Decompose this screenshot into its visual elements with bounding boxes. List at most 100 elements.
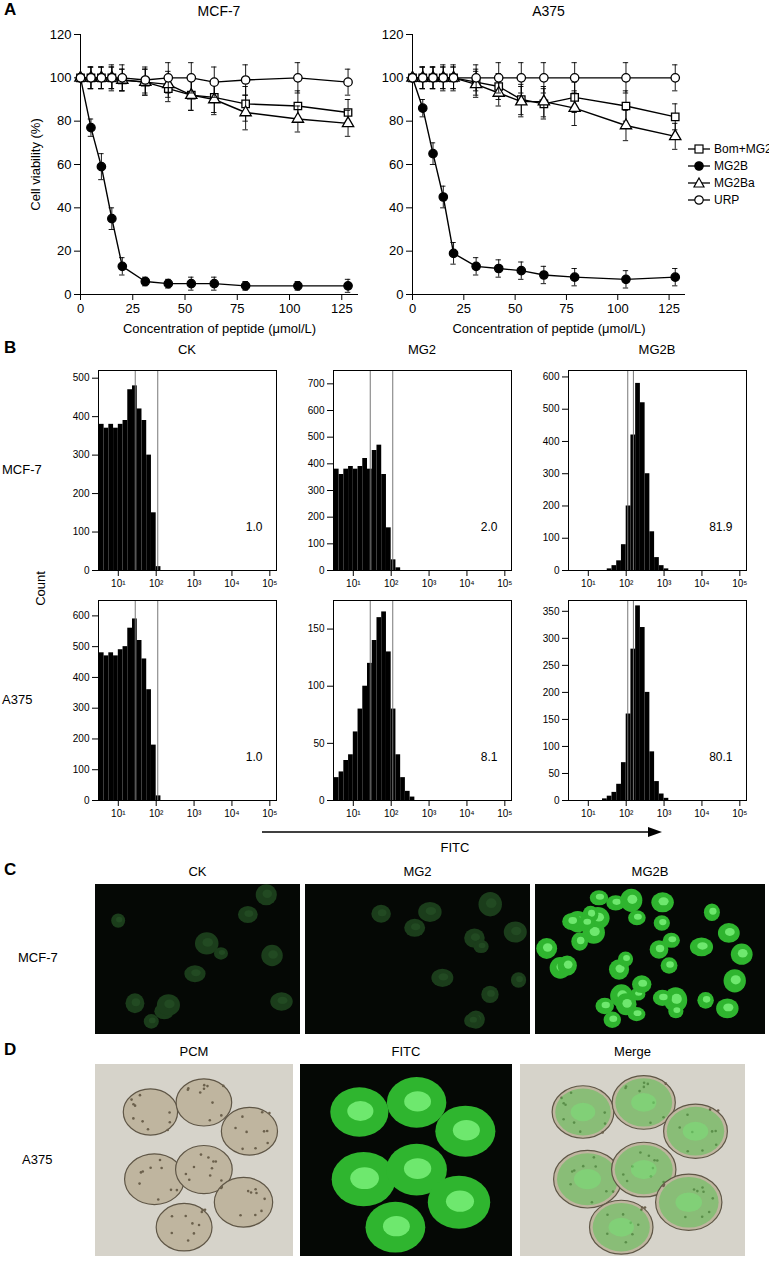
svg-text:0: 0 xyxy=(84,565,90,576)
svg-text:10³: 10³ xyxy=(187,578,202,589)
svg-text:150: 150 xyxy=(308,623,325,634)
svg-text:0: 0 xyxy=(319,565,325,576)
svg-text:100: 100 xyxy=(279,301,301,316)
svg-text:300: 300 xyxy=(543,633,560,644)
svg-text:100: 100 xyxy=(73,526,90,537)
svg-text:0: 0 xyxy=(64,287,71,302)
svg-text:75: 75 xyxy=(230,301,244,316)
svg-text:0: 0 xyxy=(77,301,84,316)
svg-text:100: 100 xyxy=(50,70,72,85)
svg-text:8.1: 8.1 xyxy=(481,750,498,764)
svg-text:0: 0 xyxy=(396,287,403,302)
svg-text:400: 400 xyxy=(73,672,90,683)
svg-text:10¹: 10¹ xyxy=(581,808,596,819)
svg-text:10⁵: 10⁵ xyxy=(262,578,277,589)
svg-text:Concentration of peptide (μmol: Concentration of peptide (μmol/L) xyxy=(452,321,645,336)
svg-text:125: 125 xyxy=(658,301,680,316)
svg-text:40: 40 xyxy=(389,200,403,215)
svg-text:0: 0 xyxy=(319,795,325,806)
svg-text:25: 25 xyxy=(126,301,140,316)
svg-text:80: 80 xyxy=(57,113,71,128)
svg-text:100: 100 xyxy=(543,532,560,543)
svg-text:300: 300 xyxy=(73,449,90,460)
svg-text:10²: 10² xyxy=(149,578,164,589)
svg-text:10¹: 10¹ xyxy=(346,578,361,589)
svg-text:600: 600 xyxy=(308,405,325,416)
svg-text:10³: 10³ xyxy=(422,808,437,819)
svg-text:20: 20 xyxy=(389,243,403,258)
svg-text:600: 600 xyxy=(73,610,90,621)
svg-text:200: 200 xyxy=(543,500,560,511)
svg-text:50: 50 xyxy=(548,768,560,779)
svg-text:500: 500 xyxy=(73,641,90,652)
svg-text:500: 500 xyxy=(73,372,90,383)
svg-text:100: 100 xyxy=(73,764,90,775)
svg-text:10⁴: 10⁴ xyxy=(224,578,239,589)
svg-text:200: 200 xyxy=(543,687,560,698)
svg-text:10⁴: 10⁴ xyxy=(459,808,474,819)
svg-text:200: 200 xyxy=(73,488,90,499)
svg-text:50: 50 xyxy=(508,301,522,316)
svg-text:200: 200 xyxy=(308,511,325,522)
svg-text:Concentration of peptide (μmol: Concentration of peptide (μmol/L) xyxy=(123,321,316,336)
svg-text:50: 50 xyxy=(313,738,325,749)
svg-text:400: 400 xyxy=(73,411,90,422)
svg-text:Cell viability (%): Cell viability (%) xyxy=(28,118,43,210)
svg-text:120: 120 xyxy=(50,27,72,42)
svg-text:1.0: 1.0 xyxy=(246,520,263,534)
svg-text:80.1: 80.1 xyxy=(709,750,733,764)
svg-text:125: 125 xyxy=(331,301,353,316)
svg-text:2.0: 2.0 xyxy=(481,520,498,534)
svg-text:250: 250 xyxy=(543,660,560,671)
svg-text:10³: 10³ xyxy=(657,578,672,589)
svg-text:400: 400 xyxy=(308,458,325,469)
svg-text:500: 500 xyxy=(543,403,560,414)
svg-text:20: 20 xyxy=(57,243,71,258)
svg-text:120: 120 xyxy=(382,27,404,42)
svg-text:10¹: 10¹ xyxy=(111,578,126,589)
svg-text:10²: 10² xyxy=(619,578,634,589)
svg-text:10³: 10³ xyxy=(657,808,672,819)
svg-text:10¹: 10¹ xyxy=(111,808,126,819)
svg-text:10¹: 10¹ xyxy=(346,808,361,819)
svg-text:10³: 10³ xyxy=(187,808,202,819)
svg-text:0: 0 xyxy=(409,301,416,316)
svg-text:10⁵: 10⁵ xyxy=(262,808,277,819)
svg-text:0: 0 xyxy=(554,795,560,806)
svg-text:10²: 10² xyxy=(149,808,164,819)
svg-text:0: 0 xyxy=(554,565,560,576)
svg-text:100: 100 xyxy=(543,741,560,752)
svg-text:80: 80 xyxy=(389,113,403,128)
svg-text:300: 300 xyxy=(308,485,325,496)
svg-text:300: 300 xyxy=(73,702,90,713)
svg-text:300: 300 xyxy=(543,468,560,479)
svg-text:75: 75 xyxy=(559,301,573,316)
svg-text:10²: 10² xyxy=(384,808,399,819)
svg-text:60: 60 xyxy=(389,157,403,172)
svg-text:10³: 10³ xyxy=(422,578,437,589)
svg-text:600: 600 xyxy=(543,371,560,382)
svg-text:10⁴: 10⁴ xyxy=(459,578,474,589)
svg-text:500: 500 xyxy=(308,431,325,442)
svg-text:10⁴: 10⁴ xyxy=(224,808,239,819)
svg-text:60: 60 xyxy=(57,157,71,172)
svg-text:10⁵: 10⁵ xyxy=(497,808,512,819)
svg-text:350: 350 xyxy=(543,606,560,617)
svg-text:10²: 10² xyxy=(619,808,634,819)
svg-text:400: 400 xyxy=(543,436,560,447)
svg-text:40: 40 xyxy=(57,200,71,215)
svg-text:200: 200 xyxy=(73,733,90,744)
svg-text:10¹: 10¹ xyxy=(581,578,596,589)
svg-text:10⁵: 10⁵ xyxy=(732,578,747,589)
svg-text:0: 0 xyxy=(84,795,90,806)
svg-text:25: 25 xyxy=(457,301,471,316)
svg-text:100: 100 xyxy=(382,70,404,85)
svg-text:10⁴: 10⁴ xyxy=(694,578,709,589)
svg-text:700: 700 xyxy=(308,378,325,389)
svg-text:10²: 10² xyxy=(384,578,399,589)
svg-text:100: 100 xyxy=(308,538,325,549)
svg-text:10⁵: 10⁵ xyxy=(732,808,747,819)
svg-text:1.0: 1.0 xyxy=(246,750,263,764)
svg-text:81.9: 81.9 xyxy=(709,520,733,534)
svg-text:150: 150 xyxy=(543,714,560,725)
